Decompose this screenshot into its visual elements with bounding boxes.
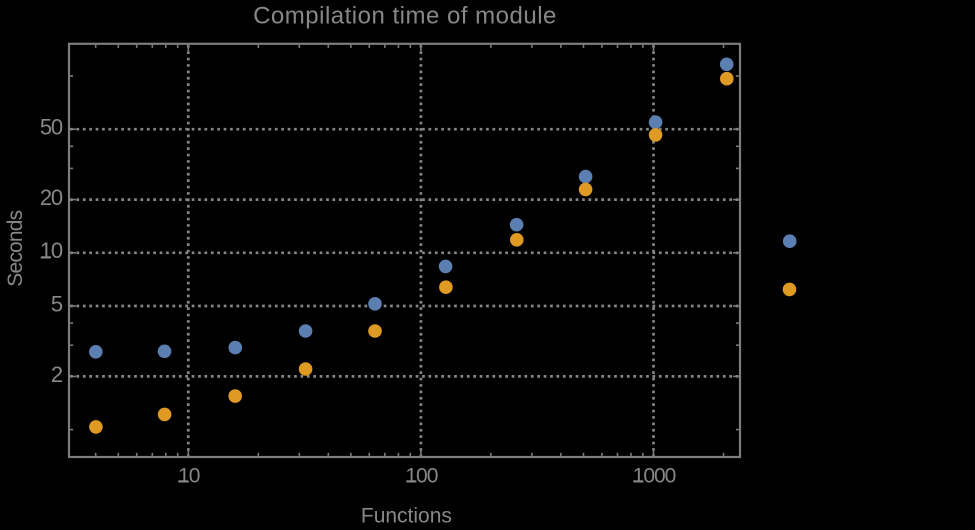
svg-text:10: 10 xyxy=(40,238,63,263)
svg-text:1000: 1000 xyxy=(633,464,676,487)
svg-text:Compilation time of module: Compilation time of module xyxy=(253,3,557,30)
svg-text:10: 10 xyxy=(178,464,200,487)
svg-text:Functions: Functions xyxy=(361,505,452,526)
svg-text:50: 50 xyxy=(40,115,63,140)
svg-text:5: 5 xyxy=(51,291,63,316)
svg-text:Seconds: Seconds xyxy=(4,210,27,286)
svg-text:20: 20 xyxy=(40,185,63,210)
svg-text:2: 2 xyxy=(51,362,63,387)
svg-text:100: 100 xyxy=(405,464,437,487)
